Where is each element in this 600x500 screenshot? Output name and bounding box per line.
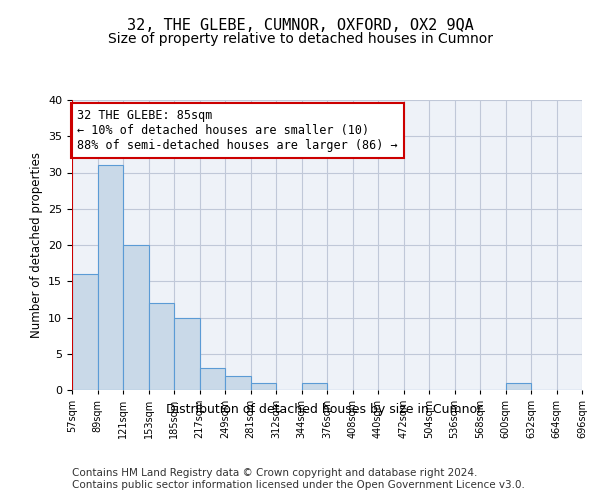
Bar: [72, 274, 97, 390]
Y-axis label: Number of detached properties: Number of detached properties: [29, 152, 43, 338]
Bar: [149, 303, 174, 390]
Text: 32, THE GLEBE, CUMNOR, OXFORD, OX2 9QA: 32, THE GLEBE, CUMNOR, OXFORD, OX2 9QA: [127, 18, 473, 32]
Bar: [123, 245, 149, 390]
Text: Distribution of detached houses by size in Cumnor: Distribution of detached houses by size …: [166, 402, 482, 415]
Bar: [174, 318, 199, 390]
Text: Size of property relative to detached houses in Cumnor: Size of property relative to detached ho…: [107, 32, 493, 46]
Bar: [97, 165, 123, 390]
Text: Contains public sector information licensed under the Open Government Licence v3: Contains public sector information licen…: [72, 480, 525, 490]
Bar: [225, 376, 251, 390]
Bar: [251, 383, 276, 390]
Bar: [199, 368, 225, 390]
Bar: [505, 383, 531, 390]
Text: 32 THE GLEBE: 85sqm
← 10% of detached houses are smaller (10)
88% of semi-detach: 32 THE GLEBE: 85sqm ← 10% of detached ho…: [77, 108, 398, 152]
Text: Contains HM Land Registry data © Crown copyright and database right 2024.: Contains HM Land Registry data © Crown c…: [72, 468, 478, 477]
Bar: [302, 383, 327, 390]
